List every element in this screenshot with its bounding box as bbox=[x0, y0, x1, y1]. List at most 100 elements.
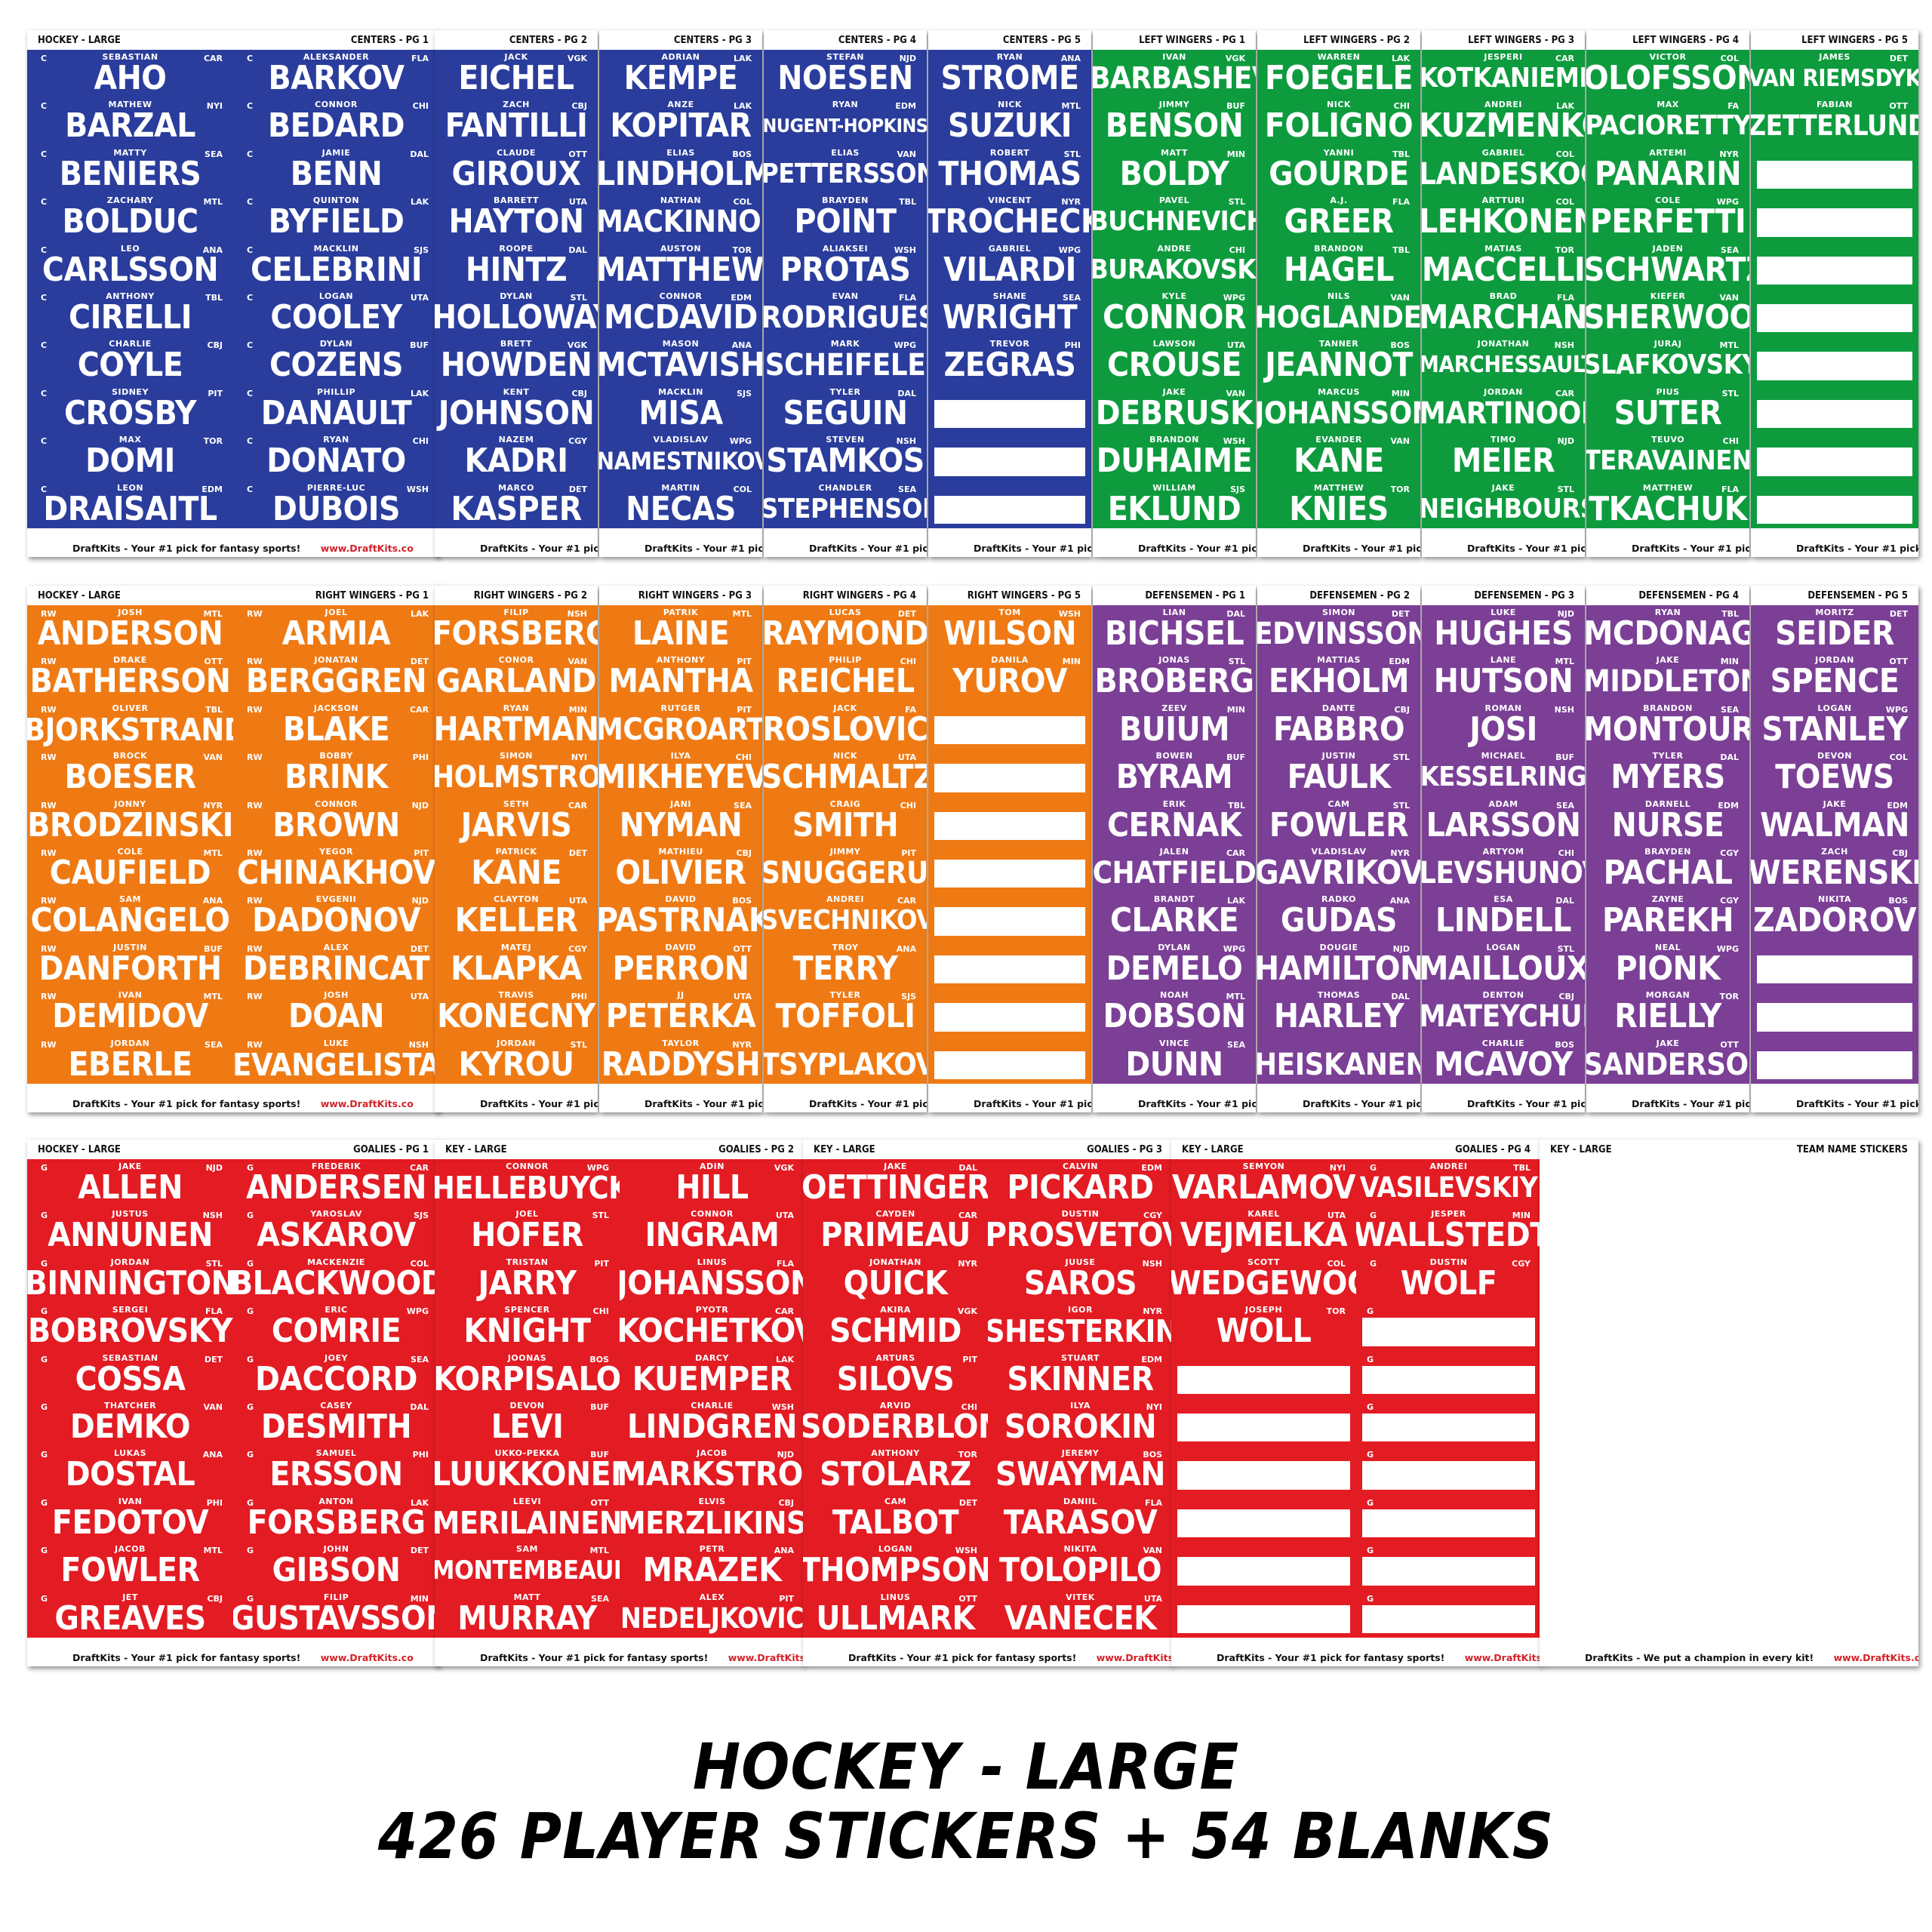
player-first-name: CONNOR bbox=[691, 1209, 734, 1220]
blank-sticker bbox=[1362, 1318, 1535, 1346]
player-sticker: NYI SIMONHOLMSTROM bbox=[435, 749, 598, 796]
player-last-name: BERGGREN bbox=[245, 662, 427, 701]
team-tag: NSH bbox=[896, 436, 916, 447]
player-sticker: DET JAMES VAN RIEMSDYK bbox=[1751, 50, 1918, 97]
footer-text: DraftKits - Your #1 pick for fantasy spo… bbox=[1303, 1098, 1420, 1109]
player-sticker: SEA SHANE WRIGHT bbox=[928, 289, 1091, 337]
player-last-name: SUZUKI bbox=[948, 106, 1072, 146]
team-tag: UTA bbox=[775, 1211, 794, 1221]
player-last-name: ROSLOVIC bbox=[764, 709, 927, 749]
player-first-name: TANNER bbox=[1318, 339, 1359, 349]
player-last-name: GAVRIKOV bbox=[1257, 854, 1420, 892]
player-sticker: MTL NICK SUZUKI bbox=[928, 97, 1091, 145]
player-sticker: C TOR MAX DOMI bbox=[27, 432, 233, 480]
footer-text: DraftKits - Your #1 pick for fantasy spo… bbox=[72, 543, 414, 554]
player-sticker: OTT LEEVI MERILAINEN bbox=[435, 1494, 620, 1542]
player-first-name: MATEJ bbox=[500, 942, 532, 952]
player-last-name: BYFIELD bbox=[268, 202, 405, 242]
player-first-name: LAWSON bbox=[1152, 339, 1196, 349]
sticker-area: TBLRYANMCDONAGHMINJAKEMIDDLETONSEABRANDO… bbox=[1586, 605, 1749, 1084]
player-sticker: PHI TRAVIS KONECNY bbox=[435, 988, 598, 1035]
player-first-name: BRAYDEN bbox=[1644, 847, 1691, 857]
footer-text: DraftKits - Your #1 pick for fantasy spo… bbox=[848, 1652, 1173, 1663]
sheet-header: CENTERS - PG 4 bbox=[764, 30, 927, 50]
footer-text: DraftKits - Your #1 pick for fantasy spo… bbox=[1796, 543, 1918, 554]
player-first-name: NICK bbox=[833, 751, 857, 761]
sticker-sheet: RIGHT WINGERS - PG 4 DET LUCAS RAYMOND CHI PH… bbox=[764, 586, 927, 1112]
player-last-name: SKINNER bbox=[1007, 1359, 1154, 1398]
player-sticker: VGK AKIRA SCHMID bbox=[803, 1303, 988, 1350]
sticker-sheet: DEFENSEMEN - PG 2 DET SIMON EDVINSSON EDM MAT… bbox=[1257, 586, 1420, 1112]
player-sticker: BOS DAVID PASTRNAK bbox=[599, 892, 762, 940]
player-sticker: C LAK PHILLIP DANAULT bbox=[233, 385, 439, 432]
player-first-name: KENT bbox=[503, 386, 530, 397]
player-first-name: DAVID bbox=[665, 894, 697, 905]
team-tag: STL bbox=[1063, 149, 1081, 159]
player-sticker: NSH FILIP FORSBERG bbox=[435, 605, 598, 653]
player-last-name: DEMKO bbox=[69, 1407, 191, 1446]
player-sticker: RW PIT YEGOR CHINAKHOV bbox=[233, 844, 439, 892]
player-last-name: VILARDI bbox=[943, 250, 1076, 289]
player-last-name: FANTILLI bbox=[445, 106, 588, 146]
blank-sticker bbox=[1757, 955, 1912, 984]
player-last-name: SCHMALTZ bbox=[764, 758, 927, 797]
player-sticker: STL JAKE NEIGHBOURS bbox=[1422, 481, 1585, 528]
team-tag: NJD bbox=[1557, 436, 1574, 447]
team-tag: ANA bbox=[202, 896, 223, 906]
player-last-name: DEBRUSK bbox=[1095, 393, 1254, 432]
player-sticker: SEA JANI NYMAN bbox=[599, 797, 762, 844]
player-sticker: CHI ARTYOMLEVSHUNOV bbox=[1422, 844, 1585, 892]
player-sticker: CBJ DANTE FABBRO bbox=[1257, 701, 1420, 749]
player-sticker: CAR JORDANMARTINOOK bbox=[1422, 385, 1585, 432]
player-first-name: PATRIK bbox=[663, 608, 699, 617]
player-last-name: NURSE bbox=[1611, 805, 1724, 844]
player-sticker: NYR VLADISLAV GAVRIKOV bbox=[1257, 844, 1420, 892]
player-last-name: WERENSKI bbox=[1751, 854, 1918, 892]
player-last-name: LARSSON bbox=[1426, 805, 1581, 844]
team-tag: SEA bbox=[898, 484, 916, 494]
team-tag: STL bbox=[205, 1258, 223, 1269]
player-sticker: NYR ARTEMI PANARIN bbox=[1586, 146, 1749, 193]
player-sticker: ANA RADKO GUDAS bbox=[1257, 892, 1420, 940]
player-last-name: COOLEY bbox=[270, 298, 402, 337]
player-sticker: C FLA ALEKSANDER BARKOV bbox=[233, 50, 439, 97]
player-last-name: JOHANSSON bbox=[1257, 395, 1420, 431]
player-first-name: ANDREI bbox=[1484, 100, 1522, 110]
team-tag: WPG bbox=[1223, 943, 1245, 954]
player-first-name: CRAIG bbox=[829, 798, 861, 809]
player-first-name: VICTOR bbox=[1649, 52, 1687, 62]
player-first-name: JIMMY bbox=[829, 847, 861, 857]
player-sticker: OTT LINUS ULLMARK bbox=[803, 1590, 988, 1638]
position-tag: C bbox=[247, 54, 254, 63]
player-last-name: HOLLOWAY bbox=[435, 298, 598, 337]
team-tag: FA bbox=[1727, 101, 1739, 112]
player-sticker: EDM RYAN NUGENT-HOPKINS bbox=[764, 97, 927, 145]
player-first-name: ANDRE bbox=[1157, 243, 1192, 254]
player-sticker: DAL LIAN BICHSEL bbox=[1093, 605, 1256, 653]
player-sticker: FA JACK ROSLOVIC bbox=[764, 701, 927, 749]
sticker-area: MTL PATRIK LAINE PIT ANTHONY MANTHA PIT RUTGER M… bbox=[599, 605, 762, 1084]
player-first-name: SCOTT bbox=[1247, 1257, 1281, 1267]
player-sticker: CGY NAZEM KADRI bbox=[435, 432, 598, 480]
team-tag: NSH bbox=[1554, 340, 1574, 351]
player-sticker: C CHI RYAN DONATO bbox=[233, 432, 439, 480]
player-first-name: LUKAS bbox=[113, 1448, 146, 1459]
sticker-area: VGK JACK EICHEL CBJ ZACH FANTILLI OTT CLAUDE GIR… bbox=[435, 50, 598, 528]
sheet-page-label: LEFT WINGERS - PG 1 bbox=[1139, 35, 1245, 46]
player-last-name: STOLARZ bbox=[820, 1455, 971, 1494]
sheet-footer: DraftKits - Your #1 pick for fantasy spo… bbox=[1093, 1096, 1256, 1112]
player-first-name: ALEX bbox=[699, 1592, 725, 1602]
team-tag: CBJ bbox=[736, 848, 752, 858]
player-last-name: LANDESKOG bbox=[1422, 156, 1585, 192]
player-last-name: COSSA bbox=[75, 1359, 186, 1398]
blank-sticker bbox=[1177, 1557, 1350, 1586]
player-last-name: MAILLOUX bbox=[1422, 949, 1585, 988]
team-tag: MIN bbox=[1062, 657, 1081, 667]
player-first-name: IGOR bbox=[1068, 1305, 1093, 1315]
player-last-name: BOESER bbox=[64, 758, 196, 797]
player-first-name: ZAYNE bbox=[1651, 894, 1684, 905]
player-sticker: BUF DEVON LEVI bbox=[435, 1398, 620, 1446]
team-tag: PIT bbox=[962, 1354, 977, 1364]
sheet-header: RIGHT WINGERS - PG 4 bbox=[764, 586, 927, 605]
team-tag: DET bbox=[410, 943, 429, 954]
